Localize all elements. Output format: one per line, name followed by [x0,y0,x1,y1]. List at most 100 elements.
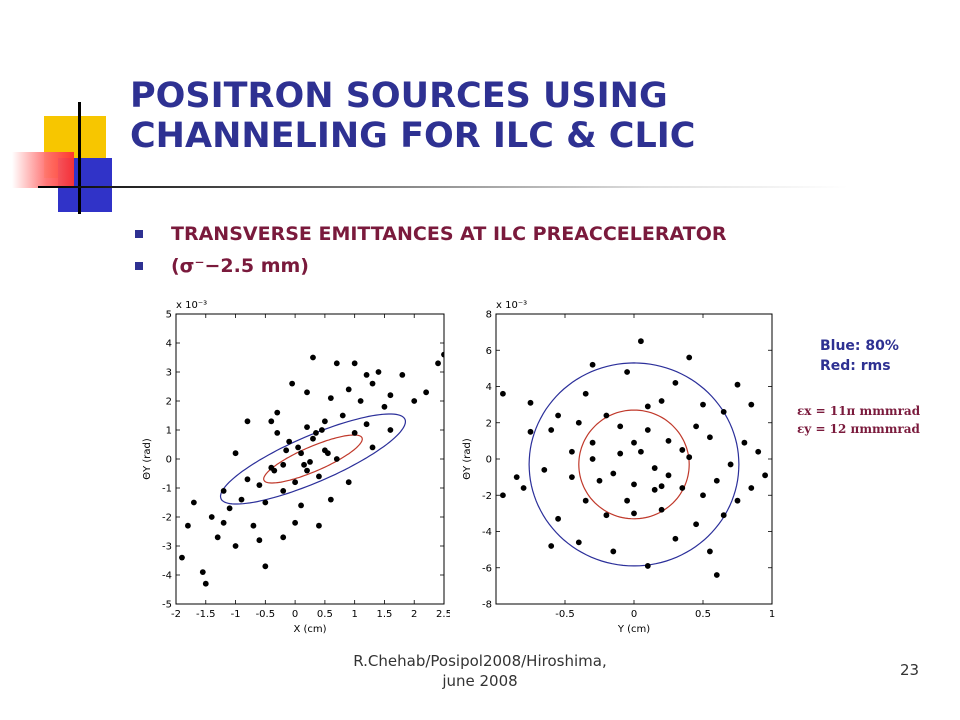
data-point [321,418,328,425]
page-number: 23 [900,661,920,679]
data-point [748,401,755,408]
slide-title: POSITRON SOURCES USING CHANNELING FOR IL… [130,76,696,156]
data-point [262,499,269,506]
data-point [582,390,589,397]
data-point [569,448,575,455]
data-point [327,395,334,401]
data-point [345,386,352,393]
data-point [644,403,651,410]
data-point [313,430,319,436]
y-tick-label: -5 [162,600,172,611]
data-point [748,485,755,491]
y-tick-label: 2 [166,397,172,408]
data-point [387,392,394,399]
data-point [333,456,340,462]
data-point [179,554,185,561]
data-point [624,497,630,504]
y-axis-label: ΘY (rad) [142,438,153,480]
x-tick-label: -0.5 [555,609,575,620]
data-point [250,522,257,529]
y-tick-label: -6 [482,563,492,574]
data-point [569,474,575,481]
data-point [280,534,287,541]
x-tick-label: 0.5 [695,609,711,620]
data-point [631,510,637,517]
data-point [319,427,325,433]
data-point [603,512,610,519]
data-point [589,456,596,462]
x-tick-label: -1.5 [196,609,216,620]
data-point [232,543,239,549]
y-tick-label: 4 [486,382,492,393]
x-axis-label: X (cm) [293,624,326,635]
data-point [369,444,376,451]
data-point [256,482,263,488]
data-point [720,408,727,415]
footer-line: june 2008 [442,672,518,690]
data-point [363,372,370,378]
data-point [274,409,281,416]
data-point [582,497,589,504]
data-point [423,389,430,396]
data-point [610,470,617,477]
y-tick-label: -2 [162,513,172,524]
y-tick-label: -3 [162,542,172,553]
data-point [298,450,304,457]
scatter-plot-x: -2 -1.5 -1 -0.5 0 0.5 1 1.5 2 2.5 -5 -4 -3 -2 -1 0 1 2 3 4 5… [142,300,450,635]
bullet-text: TRANSVERSE EMITTANCES AT ILC PREACCELERA… [171,223,727,245]
ellipse-80 [219,413,406,505]
data-point [220,519,227,526]
x-tick-label: 0 [631,609,637,620]
decor-red-square [12,152,74,188]
data-point [631,481,637,488]
data-point [185,522,191,529]
data-point [363,421,370,428]
data-point [541,466,548,473]
bullet-list: TRANSVERSE EMITTANCES AT ILC PREACCELERA… [135,218,726,282]
data-point [286,438,293,445]
data-point [596,477,603,484]
data-point [555,515,561,522]
data-point [351,360,358,367]
data-point [435,360,441,367]
data-point [527,428,534,435]
data-point [575,419,582,426]
data-point [755,448,762,455]
data-point [693,521,699,528]
data-point [658,506,665,513]
data-point [658,483,665,490]
legend-red: Red: rms [820,358,891,374]
data-point [280,488,287,494]
data-point [190,499,197,506]
data-point [283,447,290,454]
data-point [304,389,310,396]
data-point [304,424,310,430]
emittance-y: εy = 12 πmmmrad [797,422,920,436]
y-tick-label: -2 [482,491,492,502]
y-tick-label: 4 [166,339,172,350]
x-tick-label: 1.5 [376,609,392,620]
data-point [202,580,209,587]
data-point [310,435,316,442]
data-point [693,423,699,430]
data-point [555,412,561,419]
data-point [734,381,741,388]
y-tick-label: -4 [162,571,172,582]
y-tick-label: 0 [486,455,492,466]
data-point [686,454,693,461]
data-point [500,390,506,397]
y-tick-label: 3 [166,368,172,379]
data-point [280,461,287,468]
data-point [589,439,596,446]
data-point [244,476,251,483]
data-point [369,380,376,387]
y-tick-label: 2 [486,418,492,429]
bullet-item: (σ⁻−2.5 mm) [135,250,726,282]
bullet-marker-icon [135,262,143,270]
data-point [375,369,382,375]
data-point [381,403,388,410]
data-point [672,535,679,542]
data-point [700,401,706,408]
data-point [411,398,418,404]
y-tick-label: -8 [482,600,492,611]
